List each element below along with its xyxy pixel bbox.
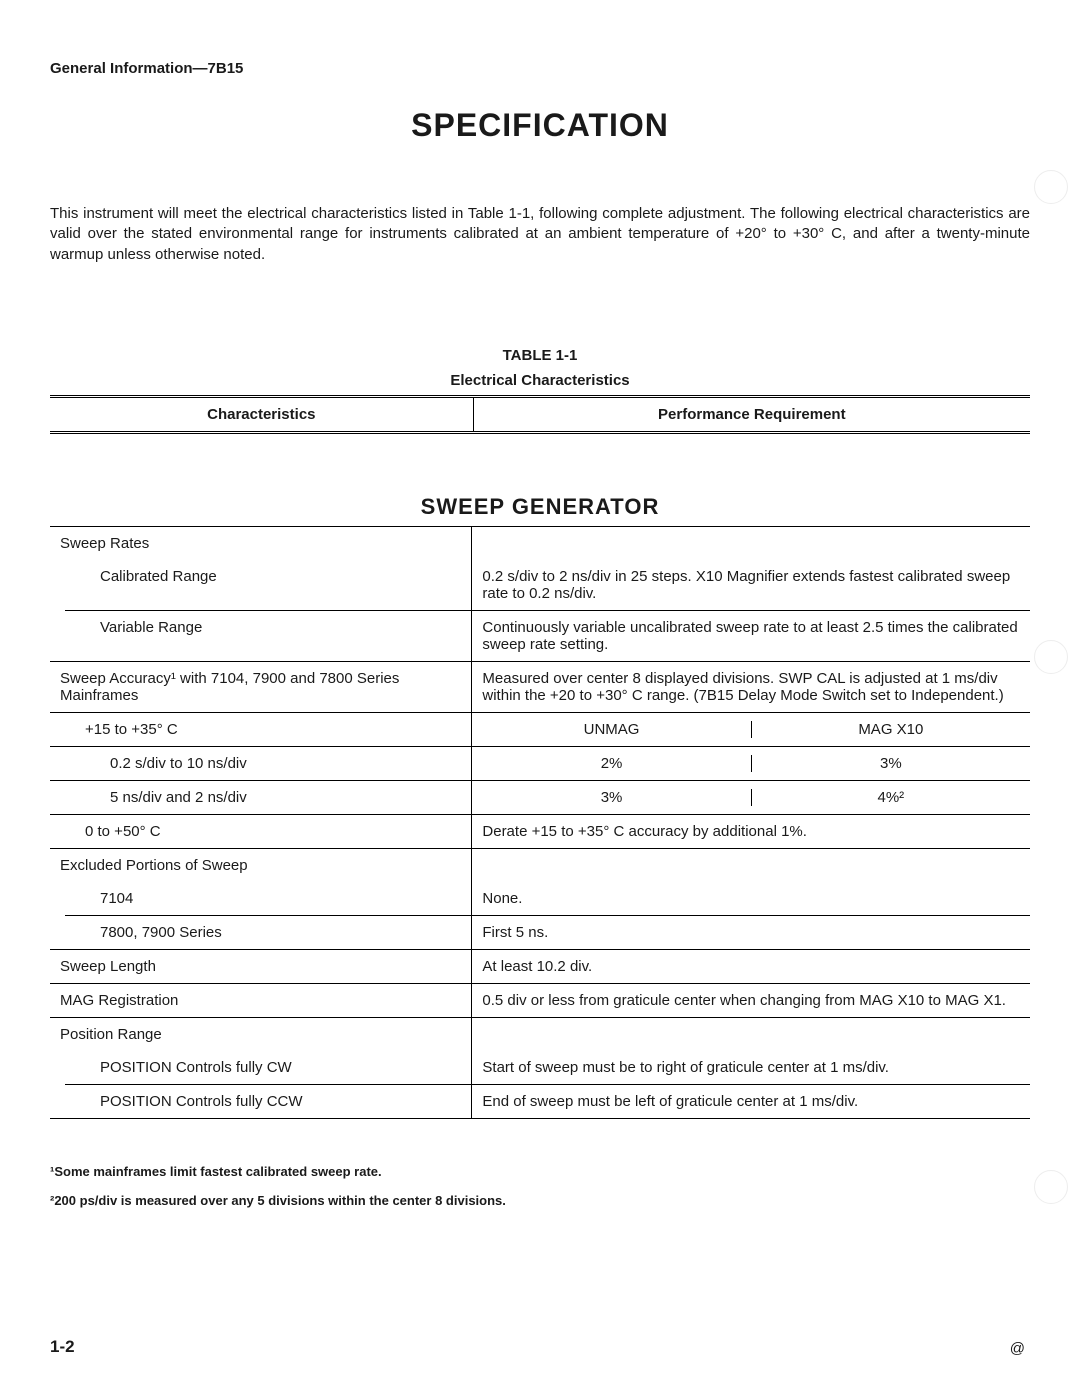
document-page: General Information—7B15 SPECIFICATION T… [0,0,1080,1397]
cell-r: End of sweep must be left of graticule c… [471,1085,1030,1118]
subcol-val: 4%² [752,789,1030,806]
row-sweep-rates: Sweep Rates [50,527,1030,560]
cell-l: 7104 [65,882,471,916]
page-header: General Information—7B15 [50,60,1030,77]
table-caption-line1: TABLE 1-1 [50,345,1030,366]
column-header-left: Characteristics [50,398,473,431]
cell-l: 0 to +50° C [50,815,471,848]
cell-l: 7800, 7900 Series [65,916,471,949]
cell-r [471,527,1030,560]
cell-r: Measured over center 8 displayed divisio… [471,662,1030,712]
binder-ring [1034,640,1068,674]
row-accuracy: Sweep Accuracy¹ with 7104, 7900 and 7800… [50,662,1030,713]
cell-r: First 5 ns. [471,916,1030,949]
cell-r: Derate +15 to +35° C accuracy by additio… [471,815,1030,848]
subcol-val: 2% [472,755,751,772]
column-header-right: Performance Requirement [473,398,1030,431]
cell-l: POSITION Controls fully CCW [65,1085,471,1118]
row-temp2: 0 to +50° C Derate +15 to +35° C accurac… [50,815,1030,849]
footnote-1: ¹Some mainframes limit fastest calibrate… [50,1164,1030,1179]
row-temp1-header: +15 to +35° C UNMAG MAG X10 [50,713,1030,747]
row-excluded: Excluded Portions of Sweep [50,849,1030,882]
table-caption-line2: Electrical Characteristics [50,370,1030,391]
cell-l: MAG Registration [50,984,471,1017]
row-range2: 5 ns/div and 2 ns/div 3% 4%² [50,781,1030,815]
cell-l: Position Range [50,1018,471,1051]
row-pos-cw: POSITION Controls fully CW Start of swee… [50,1051,1030,1085]
section-title: SWEEP GENERATOR [50,494,1030,520]
cell-l: +15 to +35° C [50,713,471,746]
cell-r: Continuously variable uncalibrated sweep… [471,611,1030,661]
page-number: 1-2 [50,1337,75,1357]
row-position-range: Position Range [50,1018,1030,1051]
row-variable-range: Variable Range Continuously variable unc… [50,611,1030,662]
cell-r [471,1018,1030,1051]
binder-ring [1034,170,1068,204]
row-range1: 0.2 s/div to 10 ns/div 2% 3% [50,747,1030,781]
intro-paragraph: This instrument will meet the electrical… [50,204,1030,265]
cell-l: Sweep Rates [50,527,471,560]
subcol-val: 3% [472,789,751,806]
subcol-magx10: MAG X10 [752,721,1030,738]
cell-l: Variable Range [65,611,471,661]
cell-r [471,849,1030,882]
spec-table: Sweep Rates Calibrated Range 0.2 s/div t… [50,526,1030,1119]
cell-l: Excluded Portions of Sweep [50,849,471,882]
row-pos-ccw: POSITION Controls fully CCW End of sweep… [50,1085,1030,1118]
cell-l: Sweep Length [50,950,471,983]
row-7800: 7800, 7900 Series First 5 ns. [50,916,1030,950]
binder-ring [1034,1170,1068,1204]
row-mag-registration: MAG Registration 0.5 div or less from gr… [50,984,1030,1018]
cell-l: Sweep Accuracy¹ with 7104, 7900 and 7800… [50,662,471,712]
footnote-2: ²200 ps/div is measured over any 5 divis… [50,1193,1030,1208]
row-7104: 7104 None. [50,882,1030,916]
cell-r: Start of sweep must be to right of grati… [471,1051,1030,1085]
row-sweep-length: Sweep Length At least 10.2 div. [50,950,1030,984]
cell-l: Calibrated Range [65,560,471,611]
column-header-row: Characteristics Performance Requirement [50,395,1030,434]
cell-l: 0.2 s/div to 10 ns/div [50,747,471,780]
cell-r: At least 10.2 div. [471,950,1030,983]
footnotes: ¹Some mainframes limit fastest calibrate… [50,1164,1030,1208]
cell-r: 2% 3% [471,747,1030,780]
at-symbol: @ [1010,1340,1025,1357]
subcol-val: 3% [752,755,1030,772]
cell-r: 0.2 s/div to 2 ns/div in 25 steps. X10 M… [471,560,1030,611]
cell-l: 5 ns/div and 2 ns/div [50,781,471,814]
cell-r: 3% 4%² [471,781,1030,814]
cell-r: 0.5 div or less from graticule center wh… [471,984,1030,1017]
cell-r: None. [471,882,1030,916]
cell-r: UNMAG MAG X10 [471,713,1030,746]
row-calibrated-range: Calibrated Range 0.2 s/div to 2 ns/div i… [50,560,1030,611]
subcol-unmag: UNMAG [472,721,751,738]
cell-l: POSITION Controls fully CW [65,1051,471,1085]
main-title: SPECIFICATION [50,107,1030,144]
